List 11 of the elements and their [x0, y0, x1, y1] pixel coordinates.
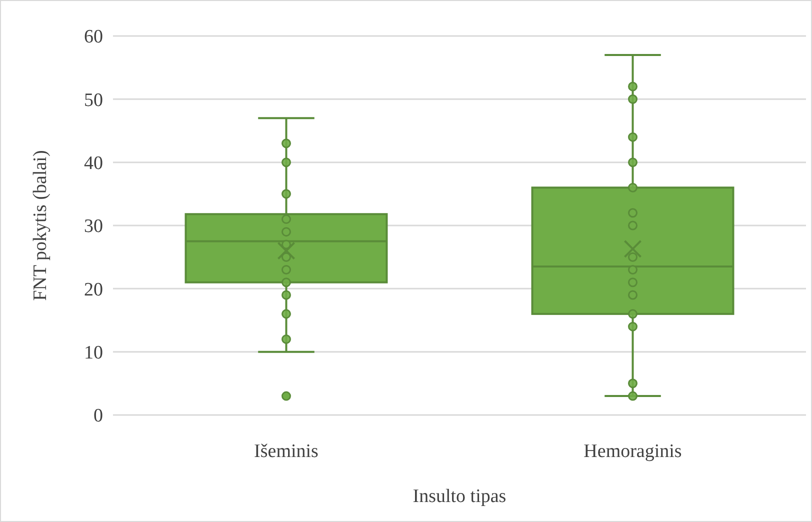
y-tick-label: 60 [84, 26, 103, 48]
y-axis-title: FNT pokytis (balai) [30, 150, 51, 301]
y-tick-label: 20 [84, 279, 103, 300]
y-tick-label: 30 [84, 216, 103, 238]
y-tick-label: 0 [94, 406, 103, 427]
x-tick-label: Hemoraginis [584, 441, 682, 462]
x-tick-label: Išeminis [254, 441, 318, 462]
y-tick-label: 40 [84, 152, 103, 174]
y-tick-label: 50 [84, 90, 103, 111]
x-axis-title: Insulto tipas [412, 486, 506, 507]
y-tick-label: 10 [84, 342, 103, 364]
